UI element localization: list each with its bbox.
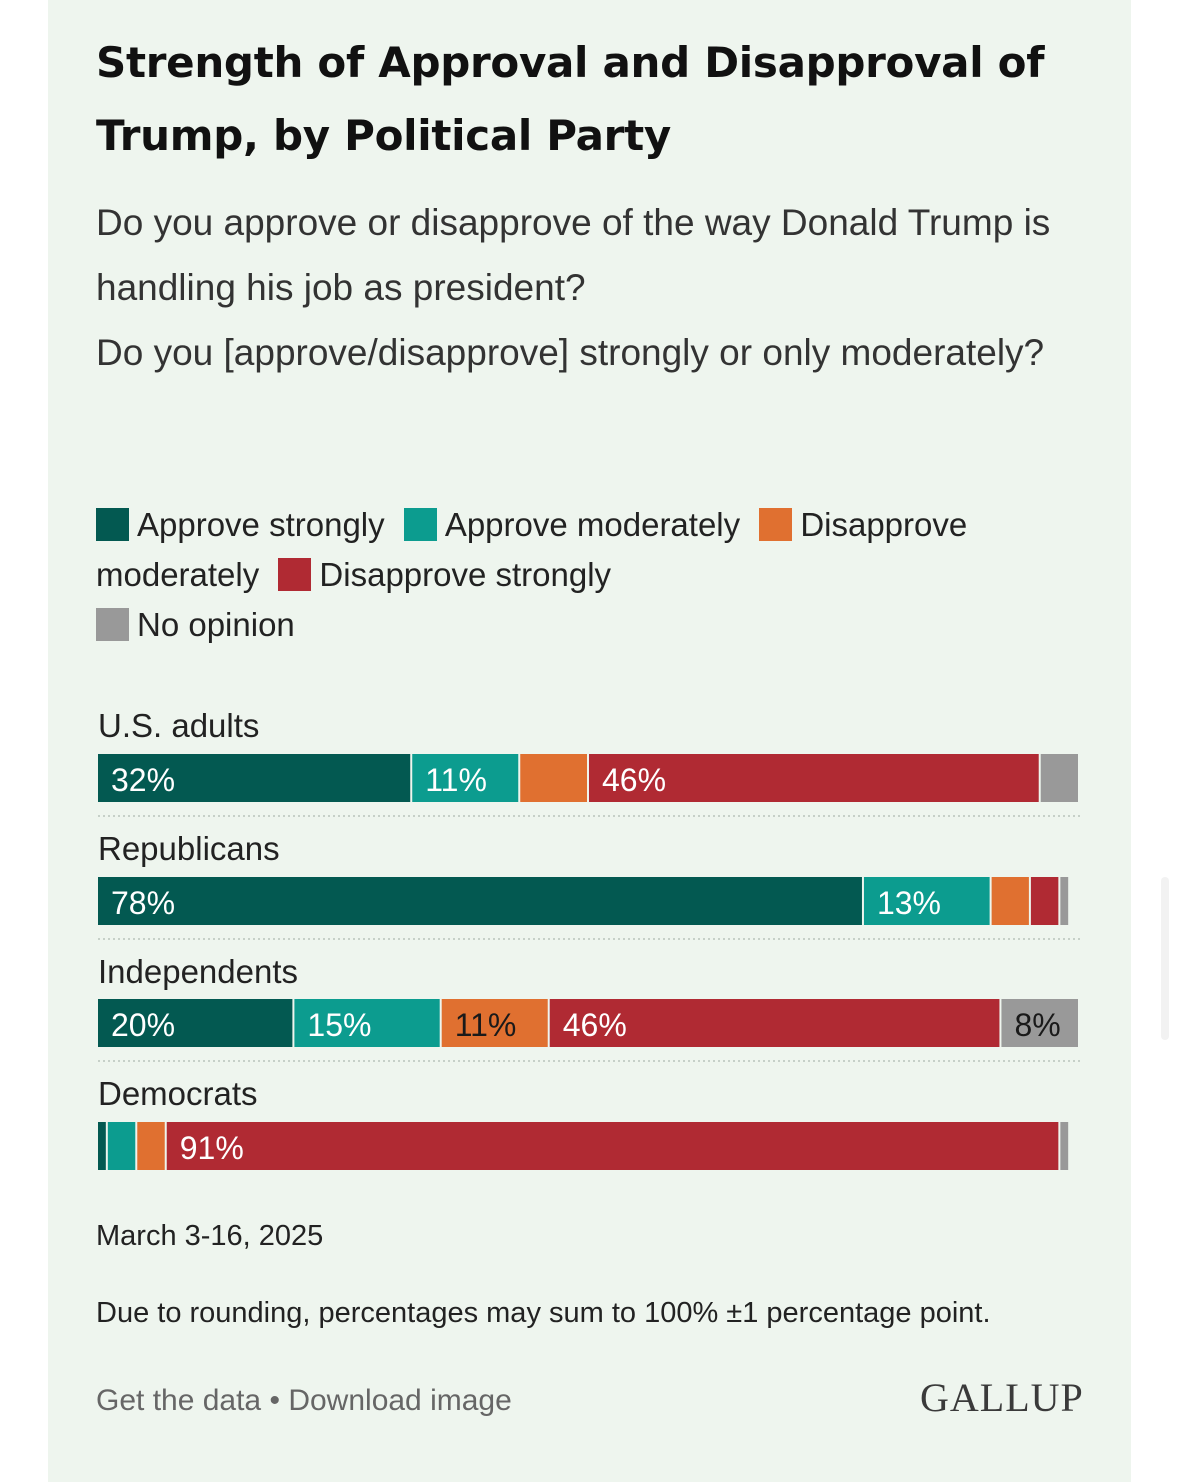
bar-segment [412, 754, 519, 802]
data-label: 8% [1014, 1007, 1060, 1043]
data-label: 46% [602, 762, 666, 798]
chart-title: Strength of Approval and Disapproval of … [96, 38, 1045, 160]
footer-links: Get the data • Download image [96, 1384, 512, 1418]
data-label: 11% [455, 1007, 517, 1043]
bar-segment [441, 999, 548, 1047]
chart-subtitle: Do you approve or disapprove of the way … [96, 190, 1076, 385]
legend-label: Disapprove strongly [319, 556, 612, 593]
get-data-link[interactable]: Get the data [96, 1384, 262, 1417]
category-label: U.S. adults [98, 707, 259, 744]
legend-swatch [278, 558, 312, 591]
legend-item: Disapprove strongly [278, 556, 611, 593]
bar-segment [294, 999, 440, 1047]
data-label: 15% [307, 1007, 371, 1043]
data-label: 11% [425, 762, 487, 798]
legend-swatch [96, 608, 129, 641]
category-label: Independents [98, 953, 298, 990]
bar-segment [1060, 1122, 1069, 1170]
data-label: 78% [111, 885, 175, 921]
category-label: Republicans [98, 830, 280, 867]
legend-item: Disapprove moderately [96, 506, 967, 593]
subtitle-line: Do you approve or disapprove of the way … [96, 202, 1051, 308]
bar-segment [991, 877, 1029, 925]
legend-item: No opinion [96, 606, 295, 643]
bar-segment [1001, 999, 1078, 1047]
legend-label: Disapprove moderately [96, 506, 968, 593]
bar-segment [549, 999, 1000, 1047]
data-label: 20% [111, 1007, 175, 1043]
subtitle-line: Do you [approve/disapprove] strongly or … [96, 332, 1045, 373]
bar-segment [166, 1122, 1059, 1170]
bar-segment [98, 877, 862, 925]
chart-card [48, 0, 1131, 1482]
bar-segment [98, 754, 411, 802]
survey-date: March 3-16, 2025 [96, 1220, 324, 1252]
category-label: Democrats [98, 1075, 258, 1112]
bar-segment [107, 1122, 136, 1170]
legend-swatch [96, 508, 129, 541]
rounding-note: Due to rounding, percentages may sum to … [96, 1297, 991, 1329]
legend-swatch [759, 508, 793, 541]
legend: Approve strongly Approve moderately Disa… [96, 500, 1056, 650]
legend-label: No opinion [137, 606, 295, 643]
download-image-link[interactable]: Download image [288, 1384, 512, 1417]
gallup-logo: GALLUP [920, 1375, 1084, 1420]
data-label: 13% [877, 885, 941, 921]
scrollbar[interactable] [1161, 877, 1169, 1040]
data-label: 91% [180, 1130, 244, 1166]
bar-segment [98, 999, 293, 1047]
legend-swatch [403, 508, 437, 541]
bar-segment [1030, 877, 1059, 925]
legend-label: Approve strongly [137, 506, 385, 543]
bar-segment [98, 1122, 106, 1170]
legend-item: Approve moderately [403, 506, 741, 543]
footer-separator: • [269, 1384, 280, 1417]
bar-segment [1040, 754, 1078, 802]
bar-segment [589, 754, 1039, 802]
data-label: 32% [111, 762, 175, 798]
bar-segment [137, 1122, 165, 1170]
legend-item: Approve strongly [96, 506, 385, 543]
data-label: 46% [563, 1007, 627, 1043]
bar-segment [1060, 877, 1069, 925]
bar-segment [863, 877, 990, 925]
legend-label: Approve moderately [444, 506, 741, 543]
bar-segment [520, 754, 587, 802]
